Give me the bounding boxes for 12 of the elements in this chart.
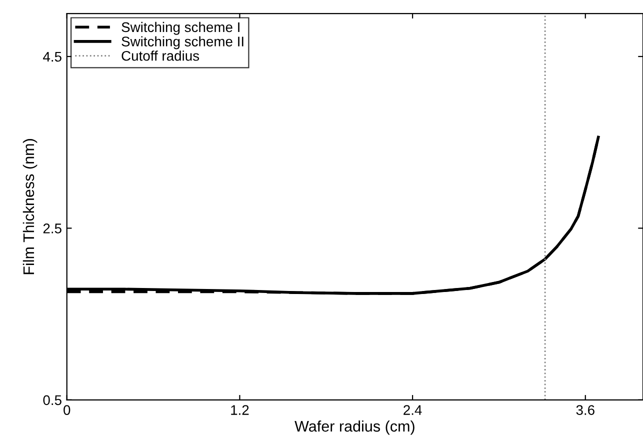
y-axis-title: Film Thickness (nm): [22, 139, 38, 274]
legend-label: Switching scheme I: [122, 22, 240, 35]
x-tick-label: 1.2: [231, 405, 249, 415]
x-tick-label: 2.4: [404, 405, 422, 415]
legend-label: Switching scheme II: [122, 36, 244, 50]
y-tick-label: 4.5: [43, 52, 62, 62]
x-tick-label: 3.6: [576, 405, 594, 415]
legend-label: Cutoff radius: [122, 50, 200, 61]
y-tick-label: 2.5: [43, 224, 62, 234]
x-axis-title: Wafer radius (cm): [294, 420, 414, 435]
x-tick-label: 0: [64, 405, 70, 415]
y-tick-label: 0.5: [43, 395, 62, 406]
